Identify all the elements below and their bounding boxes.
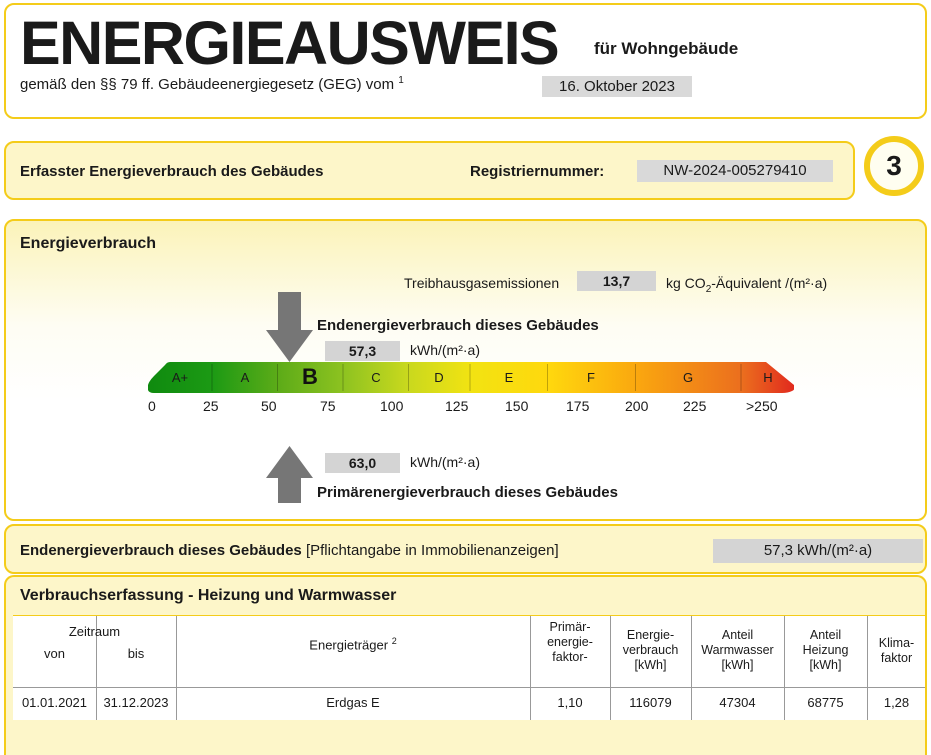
svg-text:D: D	[434, 370, 443, 385]
svg-text:E: E	[505, 370, 514, 385]
svg-text:B: B	[302, 364, 318, 389]
svg-text:F: F	[587, 370, 595, 385]
svg-text:H: H	[763, 370, 772, 385]
svg-text:A+: A+	[172, 370, 188, 385]
svg-text:C: C	[371, 370, 380, 385]
svg-text:G: G	[683, 370, 693, 385]
svg-text:A: A	[241, 370, 250, 385]
